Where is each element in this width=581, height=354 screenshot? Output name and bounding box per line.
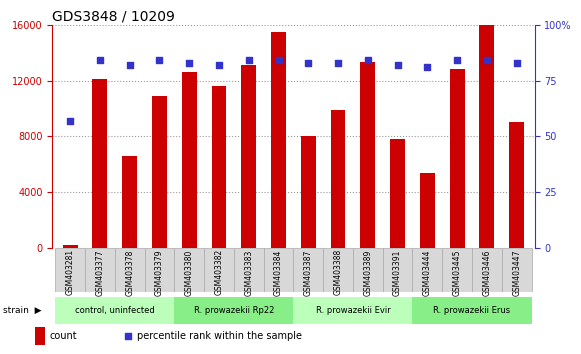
Text: GSM403281: GSM403281 (66, 249, 74, 295)
Point (185, 60, 194, 65)
Bar (301, 136, 315, 248)
Text: control, uninfected: control, uninfected (75, 306, 155, 315)
Bar (442, 248, 472, 292)
Bar (293, 248, 323, 292)
Text: R. prowazekii Rp22: R. prowazekii Rp22 (193, 306, 274, 315)
Bar (413, 248, 442, 292)
Bar (383, 248, 413, 292)
Text: GSM403382: GSM403382 (214, 249, 224, 295)
Text: strain  ▶: strain ▶ (3, 306, 41, 315)
Text: GSM403446: GSM403446 (482, 249, 492, 296)
Bar (353, 248, 383, 292)
Point (423, 64, 432, 70)
Bar (35, 327, 45, 345)
Point (482, 58, 492, 63)
Point (512, 60, 521, 65)
Text: GDS3848 / 10209: GDS3848 / 10209 (52, 10, 175, 24)
Point (274, 58, 283, 63)
Point (214, 62, 224, 68)
Text: GSM403383: GSM403383 (244, 249, 253, 296)
Bar (479, 25, 494, 248)
Bar (55, 297, 174, 324)
Bar (420, 172, 435, 248)
Text: R. prowazekii Erus: R. prowazekii Erus (433, 306, 511, 315)
Point (125, 62, 134, 68)
Bar (204, 248, 234, 292)
Text: GSM403380: GSM403380 (185, 249, 193, 296)
Bar (264, 248, 293, 292)
Bar (293, 297, 413, 324)
Text: GSM403447: GSM403447 (512, 249, 521, 296)
Text: GSM403445: GSM403445 (453, 249, 462, 296)
Point (66, 118, 75, 124)
Bar (182, 72, 196, 248)
Point (155, 58, 164, 63)
Bar (502, 248, 532, 292)
Bar (115, 248, 145, 292)
Bar (509, 122, 524, 248)
Bar (360, 62, 375, 248)
Bar (92, 79, 107, 248)
Text: GSM403388: GSM403388 (333, 249, 343, 295)
Bar (323, 248, 353, 292)
Point (304, 60, 313, 65)
Bar (145, 248, 174, 292)
Bar (122, 156, 137, 248)
Bar (390, 139, 405, 248)
Text: GSM403378: GSM403378 (125, 249, 134, 296)
Bar (413, 297, 532, 324)
Bar (234, 248, 264, 292)
Text: GSM403384: GSM403384 (274, 249, 283, 296)
Text: count: count (49, 331, 77, 341)
Bar (211, 86, 227, 248)
Bar (55, 248, 85, 292)
Text: GSM403387: GSM403387 (304, 249, 313, 296)
Bar (241, 65, 256, 248)
Bar (450, 69, 465, 248)
Text: GSM403444: GSM403444 (423, 249, 432, 296)
Text: GSM403391: GSM403391 (393, 249, 402, 296)
Bar (472, 248, 502, 292)
Bar (152, 96, 167, 248)
Point (95, 58, 105, 63)
Point (363, 58, 372, 63)
Bar (174, 297, 293, 324)
Bar (85, 248, 115, 292)
Text: R. prowazekii Evir: R. prowazekii Evir (315, 306, 390, 315)
Text: GSM403379: GSM403379 (155, 249, 164, 296)
Point (244, 58, 253, 63)
Bar (331, 110, 346, 248)
Bar (271, 32, 286, 248)
Bar (174, 248, 204, 292)
Text: GSM403389: GSM403389 (363, 249, 372, 296)
Point (333, 60, 343, 65)
Text: GSM403377: GSM403377 (95, 249, 105, 296)
Bar (63, 245, 78, 248)
Point (393, 62, 402, 68)
Text: percentile rank within the sample: percentile rank within the sample (137, 331, 302, 341)
Point (453, 58, 462, 63)
